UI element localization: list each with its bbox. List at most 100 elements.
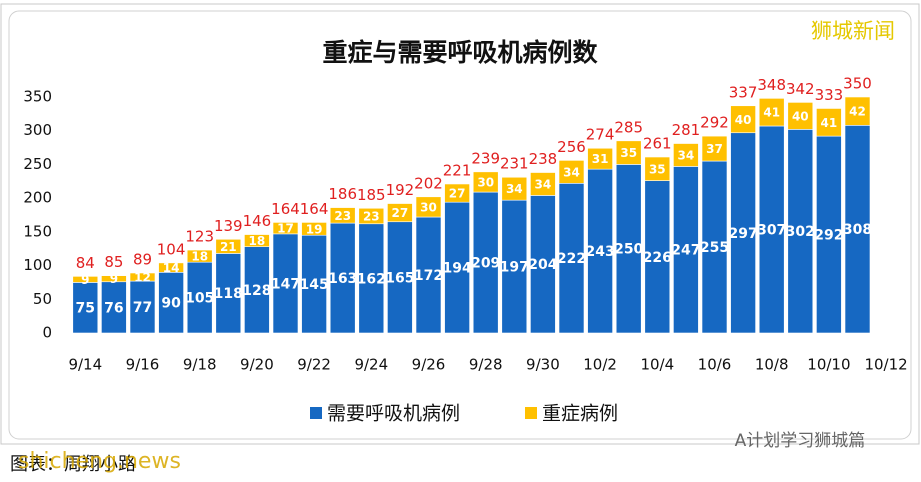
bar-label: 12	[134, 271, 151, 285]
total-label: 202	[414, 174, 443, 192]
bar-label: 147	[271, 276, 300, 292]
bar-segment	[215, 238, 242, 254]
bar-label: 226	[643, 250, 672, 266]
bar-label: 23	[334, 209, 351, 223]
total-label: 104	[157, 240, 186, 258]
y-tick-label: 350	[23, 88, 52, 106]
bar-segment	[415, 216, 442, 334]
total-label: 231	[500, 155, 529, 173]
bar-segment	[730, 132, 756, 334]
bar-segment	[358, 207, 385, 225]
bar-label: 18	[191, 250, 208, 264]
bar-label: 42	[849, 105, 866, 119]
bar-label: 165	[385, 270, 414, 286]
x-tick-label: 9/14	[68, 356, 102, 374]
bar-segment	[844, 96, 871, 126]
y-tick-label: 0	[42, 324, 52, 342]
bar-label: 41	[821, 116, 838, 130]
bar-segment	[444, 183, 470, 203]
bar-label: 41	[763, 106, 780, 120]
total-label: 333	[815, 86, 844, 104]
total-label: 221	[443, 161, 472, 179]
chart-title: 重症与需要呼吸机病例数	[322, 38, 598, 67]
x-tick-label: 9/24	[354, 356, 388, 374]
bar-segment	[730, 105, 756, 134]
bar-segment	[186, 261, 213, 334]
bar-segment	[587, 147, 613, 170]
bar-label: 243	[585, 244, 614, 260]
legend-swatch	[310, 407, 322, 419]
bar-label: 35	[620, 146, 637, 160]
bar-label: 76	[104, 300, 123, 316]
y-tick-label: 300	[23, 121, 52, 139]
bar-segment	[644, 156, 671, 181]
bar-label: 31	[592, 152, 609, 166]
x-tick-label: 10/2	[583, 356, 617, 374]
y-tick-label: 250	[23, 155, 52, 173]
total-label: 238	[529, 150, 558, 168]
bar-label: 222	[557, 251, 586, 267]
bar-label: 118	[214, 286, 243, 302]
bar-label: 292	[814, 228, 843, 244]
bar-label: 255	[700, 240, 729, 256]
bar-label: 75	[76, 301, 95, 317]
bar-segment	[272, 233, 299, 334]
bar-label: 17	[277, 222, 294, 236]
total-label: 185	[357, 186, 386, 204]
bar-label: 105	[185, 291, 214, 307]
total-label: 146	[243, 212, 272, 230]
bar-segment	[158, 262, 184, 273]
bar-segment	[387, 221, 413, 334]
bar-label: 27	[392, 206, 409, 220]
bar-label: 34	[563, 165, 580, 179]
x-tick-label: 9/28	[469, 356, 503, 374]
bar-segment	[129, 272, 156, 282]
bar-label: 162	[357, 271, 386, 287]
bar-segment	[72, 276, 99, 283]
bar-segment	[215, 253, 242, 334]
bar-segment	[587, 168, 613, 334]
bar-label: 77	[133, 300, 152, 316]
bar-label: 19	[306, 222, 323, 236]
bar-label: 34	[535, 177, 552, 191]
bar-segment	[301, 222, 327, 236]
bar-label: 34	[678, 148, 695, 162]
x-tick-label: 9/18	[183, 356, 217, 374]
y-tick-label: 200	[23, 189, 52, 207]
bar-segment	[816, 108, 842, 137]
x-tick-label: 9/16	[126, 356, 160, 374]
bar-label: 27	[449, 187, 466, 201]
total-label: 337	[729, 83, 758, 101]
x-tick-label: 10/12	[864, 356, 907, 374]
legend-label: 需要呼吸机病例	[327, 403, 460, 425]
y-tick-label: 50	[33, 290, 52, 308]
bar-segment	[673, 143, 699, 167]
bar-segment	[329, 222, 356, 334]
bar-label: 128	[242, 283, 271, 299]
credit: 图表：周翔小路	[10, 454, 136, 475]
bar-segment	[329, 207, 356, 224]
bar-label: 209	[471, 256, 500, 272]
page-frame	[0, 3, 920, 445]
total-label: 123	[185, 228, 214, 246]
total-label: 192	[386, 181, 415, 199]
bar-label: 21	[220, 240, 237, 254]
bar-segment	[673, 166, 699, 334]
bar-label: 37	[706, 142, 723, 156]
bar-segment	[472, 171, 499, 193]
x-tick-label: 9/22	[297, 356, 331, 374]
bar-label: 30	[477, 175, 494, 189]
total-label: 342	[786, 80, 815, 98]
x-tick-label: 10/10	[807, 356, 850, 374]
bar-segment	[787, 129, 814, 334]
total-label: 285	[614, 118, 643, 136]
bar-segment	[186, 249, 213, 263]
bar-segment	[758, 98, 785, 127]
bar-segment	[644, 180, 671, 334]
total-label: 84	[76, 254, 95, 272]
bar-segment	[301, 234, 327, 334]
bar-label: 250	[614, 242, 643, 258]
legend-label: 重症病例	[542, 403, 618, 425]
x-tick-label: 9/30	[526, 356, 560, 374]
